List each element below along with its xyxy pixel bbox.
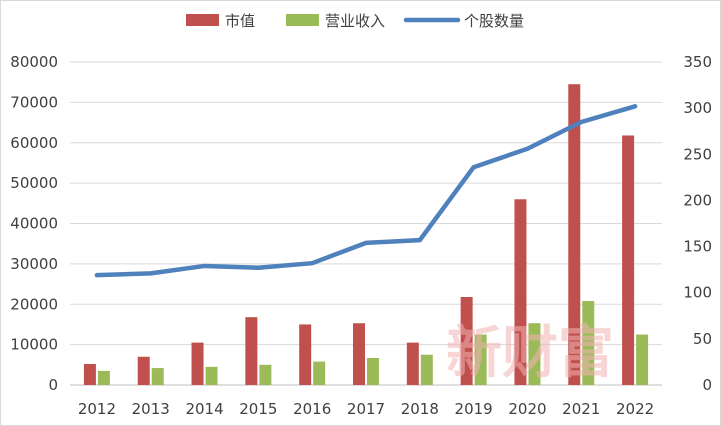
x-tick-label: 2015 (239, 400, 277, 418)
left-tick-label: 70000 (10, 93, 58, 111)
bar-revenue (313, 361, 326, 385)
x-axis-ticks: 2012 2013 2014 2015 2016 2017 2018 2019 2020 2021… (78, 400, 654, 418)
left-tick-label: 80000 (10, 53, 58, 71)
bar-revenue (367, 357, 379, 385)
bar-market-value (514, 199, 527, 385)
x-tick-label: 2019 (455, 400, 493, 418)
x-tick-label: 2013 (132, 400, 170, 418)
bar-revenue (259, 364, 272, 385)
bar-market-value (460, 296, 473, 385)
right-tick-label: 50 (693, 330, 712, 348)
x-tick-label: 2016 (293, 400, 331, 418)
watermark: 新财富 (446, 320, 614, 386)
bars (83, 84, 649, 386)
right-tick-label: 100 (683, 284, 712, 302)
x-tick-label: 2014 (185, 400, 223, 418)
legend-label: 营业收入 (325, 12, 385, 30)
right-tick-label: 250 (683, 145, 712, 163)
right-tick-label: 350 (683, 53, 712, 71)
bar-market-value (137, 356, 150, 385)
left-tick-label: 30000 (10, 255, 58, 273)
bar-revenue (97, 370, 110, 385)
legend-label: 市值 (225, 12, 255, 30)
line-stock-count (94, 104, 638, 278)
x-tick-label: 2021 (562, 400, 600, 418)
bar-revenue (151, 368, 164, 385)
legend-swatch-bar (286, 14, 319, 26)
bar-market-value (83, 364, 96, 385)
left-tick-label: 50000 (10, 174, 58, 192)
bar-market-value (191, 342, 204, 385)
bar-market-value (406, 342, 419, 385)
legend: 市值 营业收入 个股数量 (186, 12, 524, 30)
x-tick-label: 2017 (347, 400, 385, 418)
line-series (94, 104, 638, 278)
x-tick-label: 2012 (78, 400, 116, 418)
right-axis-ticks: 0 50 100 150 200 250 300 350 (683, 53, 712, 394)
x-tick-label: 2018 (401, 400, 439, 418)
bar-market-value (245, 317, 258, 385)
left-tick-label: 40000 (10, 215, 58, 233)
bar-revenue (474, 334, 487, 385)
legend-label: 个股数量 (464, 12, 524, 30)
gridlines (70, 61, 662, 386)
bar-revenue (636, 334, 649, 385)
bar-revenue (420, 354, 433, 385)
right-tick-label: 0 (702, 376, 712, 394)
left-axis-ticks: 0 10000 20000 30000 40000 50000 60000 70000 8000… (10, 53, 58, 394)
left-tick-label: 20000 (10, 295, 58, 313)
x-tick-label: 2022 (616, 400, 654, 418)
right-tick-label: 300 (683, 99, 712, 117)
right-tick-label: 200 (683, 191, 712, 209)
bar-market-value (568, 84, 581, 386)
bar-market-value (622, 135, 635, 385)
legend-swatch-bar (186, 14, 219, 26)
bar-market-value (353, 323, 365, 385)
left-tick-label: 0 (48, 376, 58, 394)
bar-revenue (528, 323, 541, 385)
left-tick-label: 10000 (10, 336, 58, 354)
bar-revenue (582, 301, 595, 385)
x-tick-label: 2020 (508, 400, 546, 418)
right-tick-label: 150 (683, 238, 712, 256)
left-tick-label: 60000 (10, 134, 58, 152)
bar-revenue (205, 366, 218, 385)
bar-market-value (299, 324, 312, 385)
